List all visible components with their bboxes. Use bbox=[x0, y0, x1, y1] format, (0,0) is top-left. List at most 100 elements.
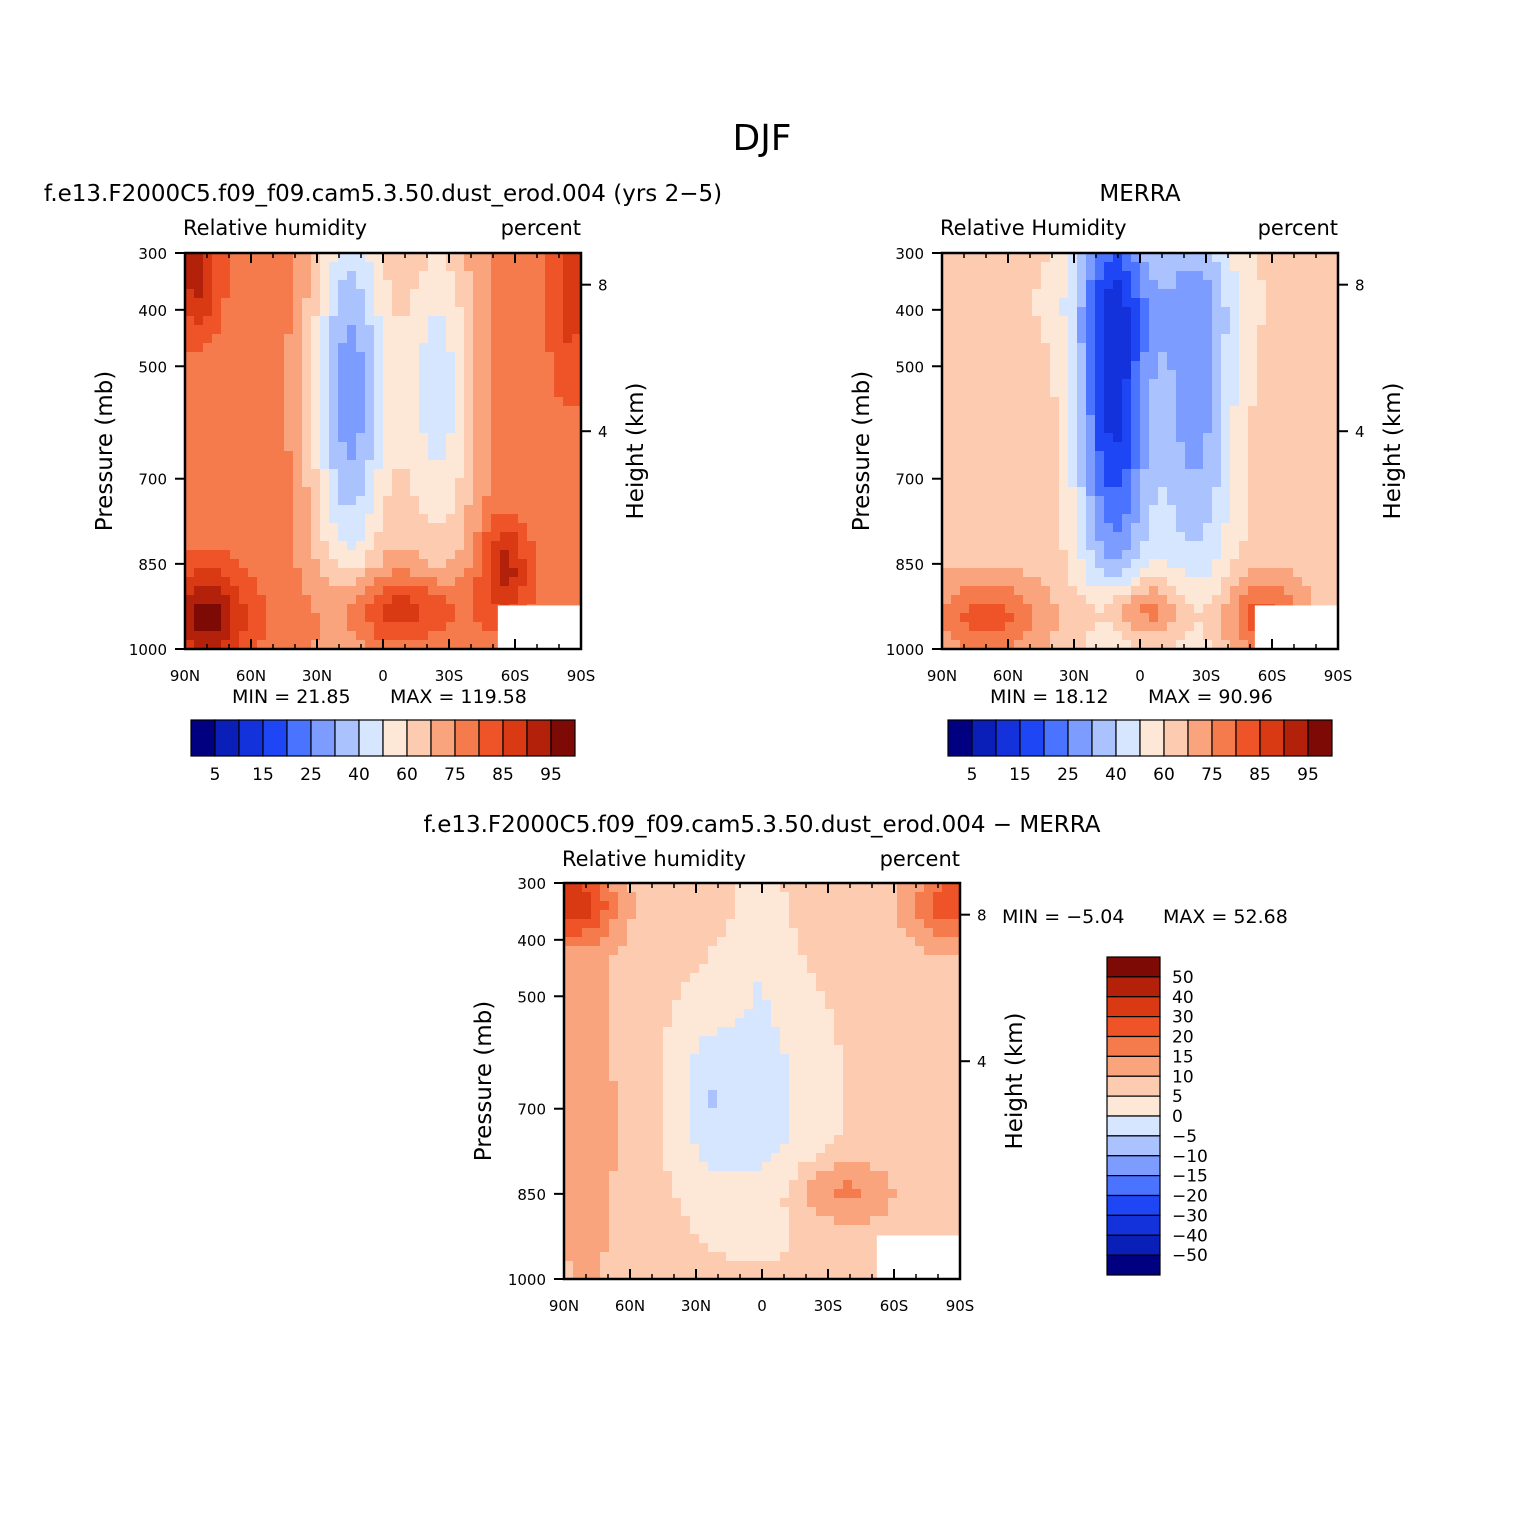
field-cell bbox=[1194, 460, 1204, 470]
field-cell bbox=[257, 334, 267, 344]
field-cell bbox=[978, 469, 988, 479]
field-cell bbox=[203, 568, 213, 578]
field-cell bbox=[942, 379, 952, 389]
field-cell bbox=[888, 946, 898, 956]
field-cell bbox=[383, 469, 393, 479]
panel-merra-left-label: Relative Humidity bbox=[940, 216, 1127, 240]
field-cell bbox=[1122, 379, 1132, 389]
field-cell bbox=[266, 478, 276, 488]
field-cell bbox=[834, 919, 844, 929]
field-cell bbox=[582, 991, 592, 1001]
field-cell bbox=[428, 352, 438, 362]
field-cell bbox=[356, 541, 366, 551]
field-cell bbox=[212, 370, 222, 380]
field-cell bbox=[1041, 424, 1051, 434]
field-cell bbox=[1140, 280, 1150, 290]
field-cell bbox=[582, 892, 592, 902]
field-cell bbox=[1275, 532, 1285, 542]
field-cell bbox=[374, 325, 384, 335]
field-cell bbox=[663, 1054, 673, 1064]
field-cell bbox=[482, 604, 492, 614]
field-cell bbox=[987, 604, 997, 614]
field-cell bbox=[1122, 613, 1132, 623]
field-cell bbox=[1185, 505, 1195, 515]
field-cell bbox=[1077, 460, 1087, 470]
field-cell bbox=[816, 937, 826, 947]
field-cell bbox=[491, 469, 501, 479]
field-cell bbox=[1050, 586, 1060, 596]
field-cell bbox=[1059, 361, 1069, 371]
field-cell bbox=[230, 523, 240, 533]
field-cell bbox=[1032, 397, 1042, 407]
field-cell bbox=[1131, 271, 1141, 281]
field-cell bbox=[996, 604, 1006, 614]
field-cell bbox=[1149, 334, 1159, 344]
field-cell bbox=[1023, 262, 1033, 272]
field-cell bbox=[753, 928, 763, 938]
field-cell bbox=[338, 361, 348, 371]
field-cell bbox=[1293, 424, 1303, 434]
field-cell bbox=[563, 577, 573, 587]
field-cell bbox=[365, 280, 375, 290]
field-cell bbox=[1176, 541, 1186, 551]
field-cell bbox=[347, 550, 357, 560]
field-cell bbox=[933, 1036, 943, 1046]
field-cell bbox=[320, 397, 330, 407]
field-cell bbox=[437, 442, 447, 452]
field-cell bbox=[1212, 406, 1222, 416]
colorbar-label: 85 bbox=[492, 765, 514, 785]
field-cell bbox=[419, 334, 429, 344]
field-cell bbox=[960, 361, 970, 371]
field-cell bbox=[681, 928, 691, 938]
field-cell bbox=[1257, 280, 1267, 290]
field-cell bbox=[518, 586, 528, 596]
field-cell bbox=[951, 415, 961, 425]
field-cell bbox=[536, 541, 546, 551]
field-cell bbox=[1185, 289, 1195, 299]
field-cell bbox=[708, 883, 718, 893]
field-cell bbox=[897, 1054, 907, 1064]
field-cell bbox=[392, 631, 402, 641]
field-cell bbox=[374, 532, 384, 542]
field-cell bbox=[293, 424, 303, 434]
field-cell bbox=[572, 568, 582, 578]
field-cell bbox=[618, 892, 628, 902]
field-cell bbox=[1032, 379, 1042, 389]
field-cell bbox=[1194, 415, 1204, 425]
field-cell bbox=[185, 343, 195, 353]
field-cell bbox=[338, 550, 348, 560]
field-cell bbox=[1221, 361, 1231, 371]
field-cell bbox=[987, 397, 997, 407]
field-cell bbox=[969, 271, 979, 281]
field-cell bbox=[1230, 442, 1240, 452]
field-cell bbox=[473, 640, 483, 650]
field-cell bbox=[572, 523, 582, 533]
field-cell bbox=[1329, 298, 1339, 308]
field-cell bbox=[1068, 478, 1078, 488]
colorbar-swatch bbox=[550, 719, 576, 757]
field-cell bbox=[536, 478, 546, 488]
field-cell bbox=[329, 334, 339, 344]
field-cell bbox=[1104, 397, 1114, 407]
field-cell bbox=[1194, 370, 1204, 380]
field-cell bbox=[338, 316, 348, 326]
field-cell bbox=[1230, 379, 1240, 389]
field-cell bbox=[843, 883, 853, 893]
field-cell bbox=[248, 289, 258, 299]
field-cell bbox=[924, 1036, 934, 1046]
field-cell bbox=[446, 604, 456, 614]
field-cell bbox=[1257, 496, 1267, 506]
field-cell bbox=[248, 640, 258, 650]
field-cell bbox=[996, 334, 1006, 344]
colorbar-label: 85 bbox=[1249, 765, 1271, 785]
field-cell bbox=[302, 343, 312, 353]
field-cell bbox=[870, 883, 880, 893]
field-cell bbox=[410, 604, 420, 614]
field-cell bbox=[1230, 469, 1240, 479]
field-cell bbox=[1293, 361, 1303, 371]
field-cell bbox=[681, 1063, 691, 1073]
field-cell bbox=[428, 262, 438, 272]
field-cell bbox=[1032, 613, 1042, 623]
field-cell bbox=[275, 469, 285, 479]
field-cell bbox=[194, 460, 204, 470]
